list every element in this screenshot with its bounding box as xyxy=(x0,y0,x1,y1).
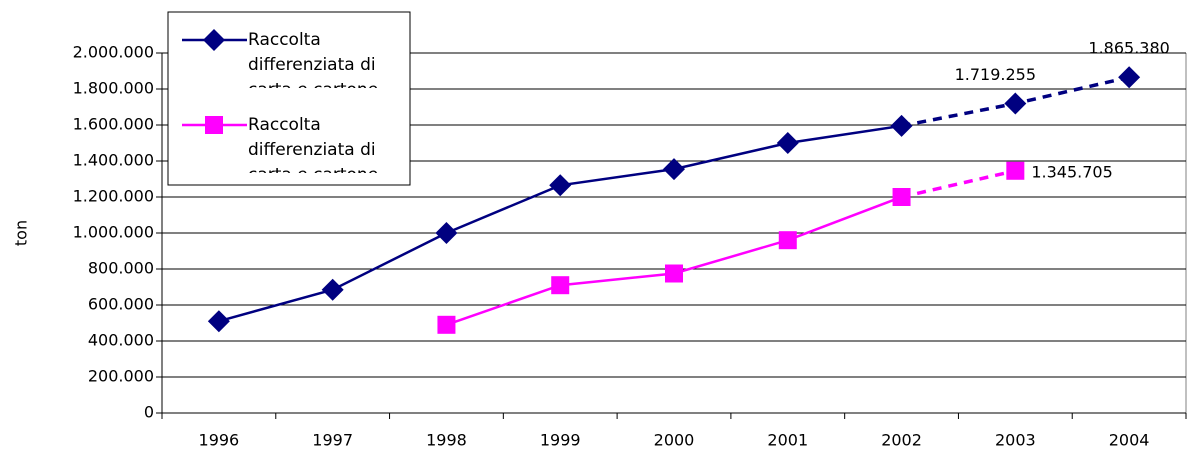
marker xyxy=(892,188,911,206)
series-line-dashed xyxy=(901,169,1016,199)
data-label: 1.719.255 xyxy=(955,65,1036,84)
marker xyxy=(437,315,456,334)
marker xyxy=(778,231,797,250)
x-tick-label: 1999 xyxy=(540,431,581,450)
legend-text-box: Raccolta differenziata di carta e carton… xyxy=(248,115,378,173)
x-tick-label: 2002 xyxy=(881,431,922,450)
y-tick-label: 200.000 xyxy=(88,367,154,386)
y-tick-label: 1.800.000 xyxy=(73,79,154,98)
marker xyxy=(890,114,913,137)
y-tick-label: 600.000 xyxy=(88,295,154,314)
y-tick-label: 2.000.000 xyxy=(73,43,154,62)
y-tick-label: 1.000.000 xyxy=(73,223,154,242)
marker xyxy=(549,174,572,197)
legend-label: Raccolta differenziata di carta e carton… xyxy=(248,30,378,88)
marker xyxy=(203,29,225,51)
y-axis-label: ton xyxy=(12,220,31,246)
y-tick-label: 1.400.000 xyxy=(73,151,154,170)
marker xyxy=(207,310,230,333)
marker xyxy=(551,276,570,295)
y-tick-label: 800.000 xyxy=(88,259,154,278)
marker xyxy=(435,222,458,244)
y-tick-label: 1.600.000 xyxy=(73,115,154,134)
marker xyxy=(1118,66,1141,89)
x-tick-label: 2004 xyxy=(1109,431,1150,450)
x-tick-label: 1997 xyxy=(312,431,353,450)
legend-label: Raccolta differenziata di carta e carton… xyxy=(248,115,378,173)
marker xyxy=(205,116,223,134)
data-label: 1.865.380 xyxy=(1088,39,1169,58)
y-tick-label: 400.000 xyxy=(88,331,154,350)
marker xyxy=(1004,92,1027,115)
series-line xyxy=(446,195,902,326)
data-label: 1.345.705 xyxy=(1031,162,1112,181)
marker xyxy=(776,132,799,154)
x-tick-label: 2003 xyxy=(995,431,1036,450)
x-tick-label: 1996 xyxy=(199,431,240,450)
y-tick-label: 1.200.000 xyxy=(73,187,154,206)
x-tick-label: 2000 xyxy=(654,431,695,450)
x-tick-label: 1998 xyxy=(426,431,467,450)
marker xyxy=(321,278,344,301)
marker xyxy=(665,264,683,283)
marker xyxy=(1006,161,1025,180)
x-tick-label: 2001 xyxy=(767,431,808,450)
marker xyxy=(663,158,685,181)
y-tick-label: 0 xyxy=(144,403,154,422)
legend-text-box: Raccolta differenziata di carta e carton… xyxy=(248,30,378,88)
